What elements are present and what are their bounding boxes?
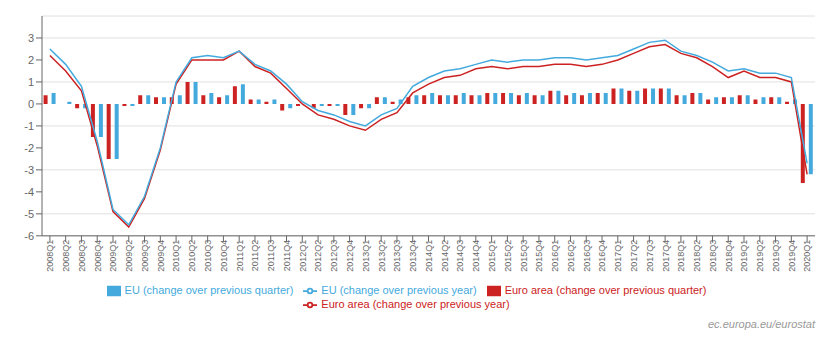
- svg-text:2010Q2: 2010Q2: [187, 240, 197, 272]
- svg-text:2012Q1: 2012Q1: [298, 240, 308, 272]
- svg-text:2019Q2: 2019Q2: [755, 240, 765, 272]
- svg-text:2008Q2: 2008Q2: [61, 240, 71, 272]
- svg-text:2011Q2: 2011Q2: [250, 240, 260, 271]
- html-text:Euro area (change over previou: Euro area (change over previous year): [321, 297, 510, 310]
- svg-text:2015Q1: 2015Q1: [487, 240, 497, 272]
- svg-text:2013Q4: 2013Q4: [408, 240, 418, 272]
- html-text:Euro area (change over previou: Euro area (change over previous quarter): [504, 283, 707, 296]
- svg-text:2019Q4: 2019Q4: [787, 240, 797, 272]
- svg-text:2010Q1: 2010Q1: [171, 240, 181, 272]
- svg-text:2015Q3: 2015Q3: [519, 240, 529, 272]
- svg-text:2018Q1: 2018Q1: [676, 240, 686, 272]
- svg-text:-5: -5: [24, 208, 34, 220]
- svg-text:2014Q3: 2014Q3: [455, 240, 465, 272]
- svg-text:2014Q4: 2014Q4: [471, 240, 481, 272]
- svg-text:2011Q1: 2011Q1: [235, 240, 245, 271]
- svg-text:2011Q4: 2011Q4: [282, 240, 292, 271]
- svg-text:-2: -2: [24, 142, 34, 154]
- svg-text:-3: -3: [24, 164, 34, 176]
- svg-text:-4: -4: [24, 186, 34, 198]
- svg-text:2017Q2: 2017Q2: [629, 240, 639, 272]
- svg-text:2018Q3: 2018Q3: [708, 240, 718, 272]
- svg-text:2012Q3: 2012Q3: [329, 240, 339, 272]
- svg-text:2009Q1: 2009Q1: [108, 240, 118, 272]
- svg-text:2018Q4: 2018Q4: [724, 240, 734, 272]
- svg-text:2015Q2: 2015Q2: [503, 240, 513, 272]
- svg-text:2010Q3: 2010Q3: [203, 240, 213, 272]
- svg-text:2009Q2: 2009Q2: [124, 240, 134, 272]
- svg-text:2014Q1: 2014Q1: [424, 240, 434, 272]
- svg-text:2: 2: [28, 54, 34, 66]
- svg-text:2013Q2: 2013Q2: [377, 240, 387, 272]
- svg-text:2013Q3: 2013Q3: [392, 240, 402, 272]
- svg-text:2014Q2: 2014Q2: [440, 240, 450, 272]
- svg-text:2010Q4: 2010Q4: [219, 240, 229, 272]
- svg-text:2016Q3: 2016Q3: [582, 240, 592, 272]
- svg-text:2017Q3: 2017Q3: [645, 240, 655, 272]
- svg-text:2009Q4: 2009Q4: [156, 240, 166, 272]
- svg-text:2011Q3: 2011Q3: [266, 240, 276, 271]
- svg-text:2016Q2: 2016Q2: [566, 240, 576, 272]
- svg-text:2008Q3: 2008Q3: [77, 240, 87, 272]
- svg-text:2017Q1: 2017Q1: [613, 240, 623, 272]
- html-text:ec.europa.eu/eurostat: ec.europa.eu/eurostat: [708, 318, 815, 330]
- svg-text:2019Q3: 2019Q3: [771, 240, 781, 272]
- html-text:EU (change over previous year): EU (change over previous year): [321, 283, 477, 296]
- svg-text:2012Q2: 2012Q2: [313, 240, 323, 272]
- svg-text:2016Q1: 2016Q1: [550, 240, 560, 272]
- svg-text:2008Q4: 2008Q4: [93, 240, 103, 272]
- svg-text:2009Q3: 2009Q3: [140, 240, 150, 272]
- svg-text:2018Q2: 2018Q2: [692, 240, 702, 272]
- svg-text:2015Q4: 2015Q4: [534, 240, 544, 272]
- html-text:EU (change over previous quart: EU (change over previous quarter): [124, 283, 294, 296]
- svg-text:2020Q1: 2020Q1: [803, 240, 813, 272]
- svg-text:-6: -6: [24, 230, 34, 242]
- svg-text:2019Q1: 2019Q1: [739, 240, 749, 272]
- svg-text:0: 0: [28, 98, 34, 110]
- svg-text:2017Q4: 2017Q4: [661, 240, 671, 272]
- svg-text:1: 1: [28, 76, 34, 88]
- svg-text:2012Q4: 2012Q4: [345, 240, 355, 272]
- svg-text:2013Q1: 2013Q1: [361, 240, 371, 272]
- svg-text:2008Q1: 2008Q1: [45, 240, 55, 272]
- svg-text:-1: -1: [24, 120, 34, 132]
- svg-text:3: 3: [28, 32, 34, 44]
- svg-text:2016Q4: 2016Q4: [597, 240, 607, 272]
